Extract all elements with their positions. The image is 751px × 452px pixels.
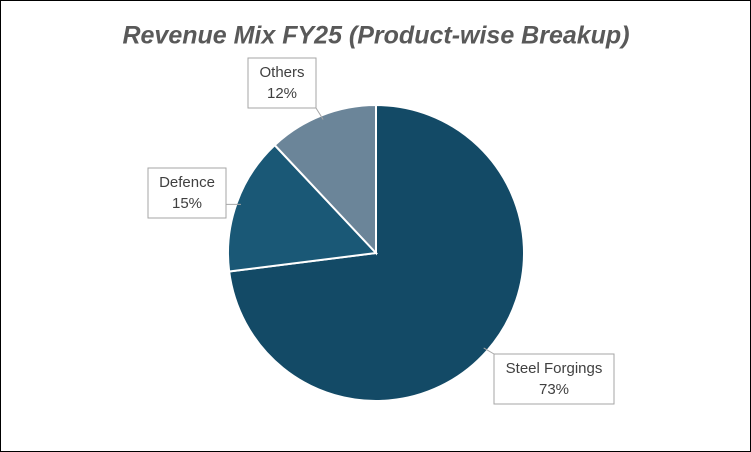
category-label: Defence xyxy=(159,174,215,191)
leader-line xyxy=(483,347,495,355)
leader-line xyxy=(315,107,324,120)
value-label: 12% xyxy=(267,85,297,102)
category-label: Steel Forgings xyxy=(506,360,603,377)
pie-slice xyxy=(227,143,379,273)
callout-box xyxy=(493,353,615,405)
callout-box xyxy=(147,167,227,219)
pie-slice xyxy=(273,103,377,256)
value-label: 73% xyxy=(539,381,569,398)
category-label: Others xyxy=(259,64,304,81)
value-label: 15% xyxy=(172,195,202,212)
callout-box xyxy=(247,57,317,109)
chart-title: Revenue Mix FY25 (Product-wise Breakup) xyxy=(122,22,629,50)
